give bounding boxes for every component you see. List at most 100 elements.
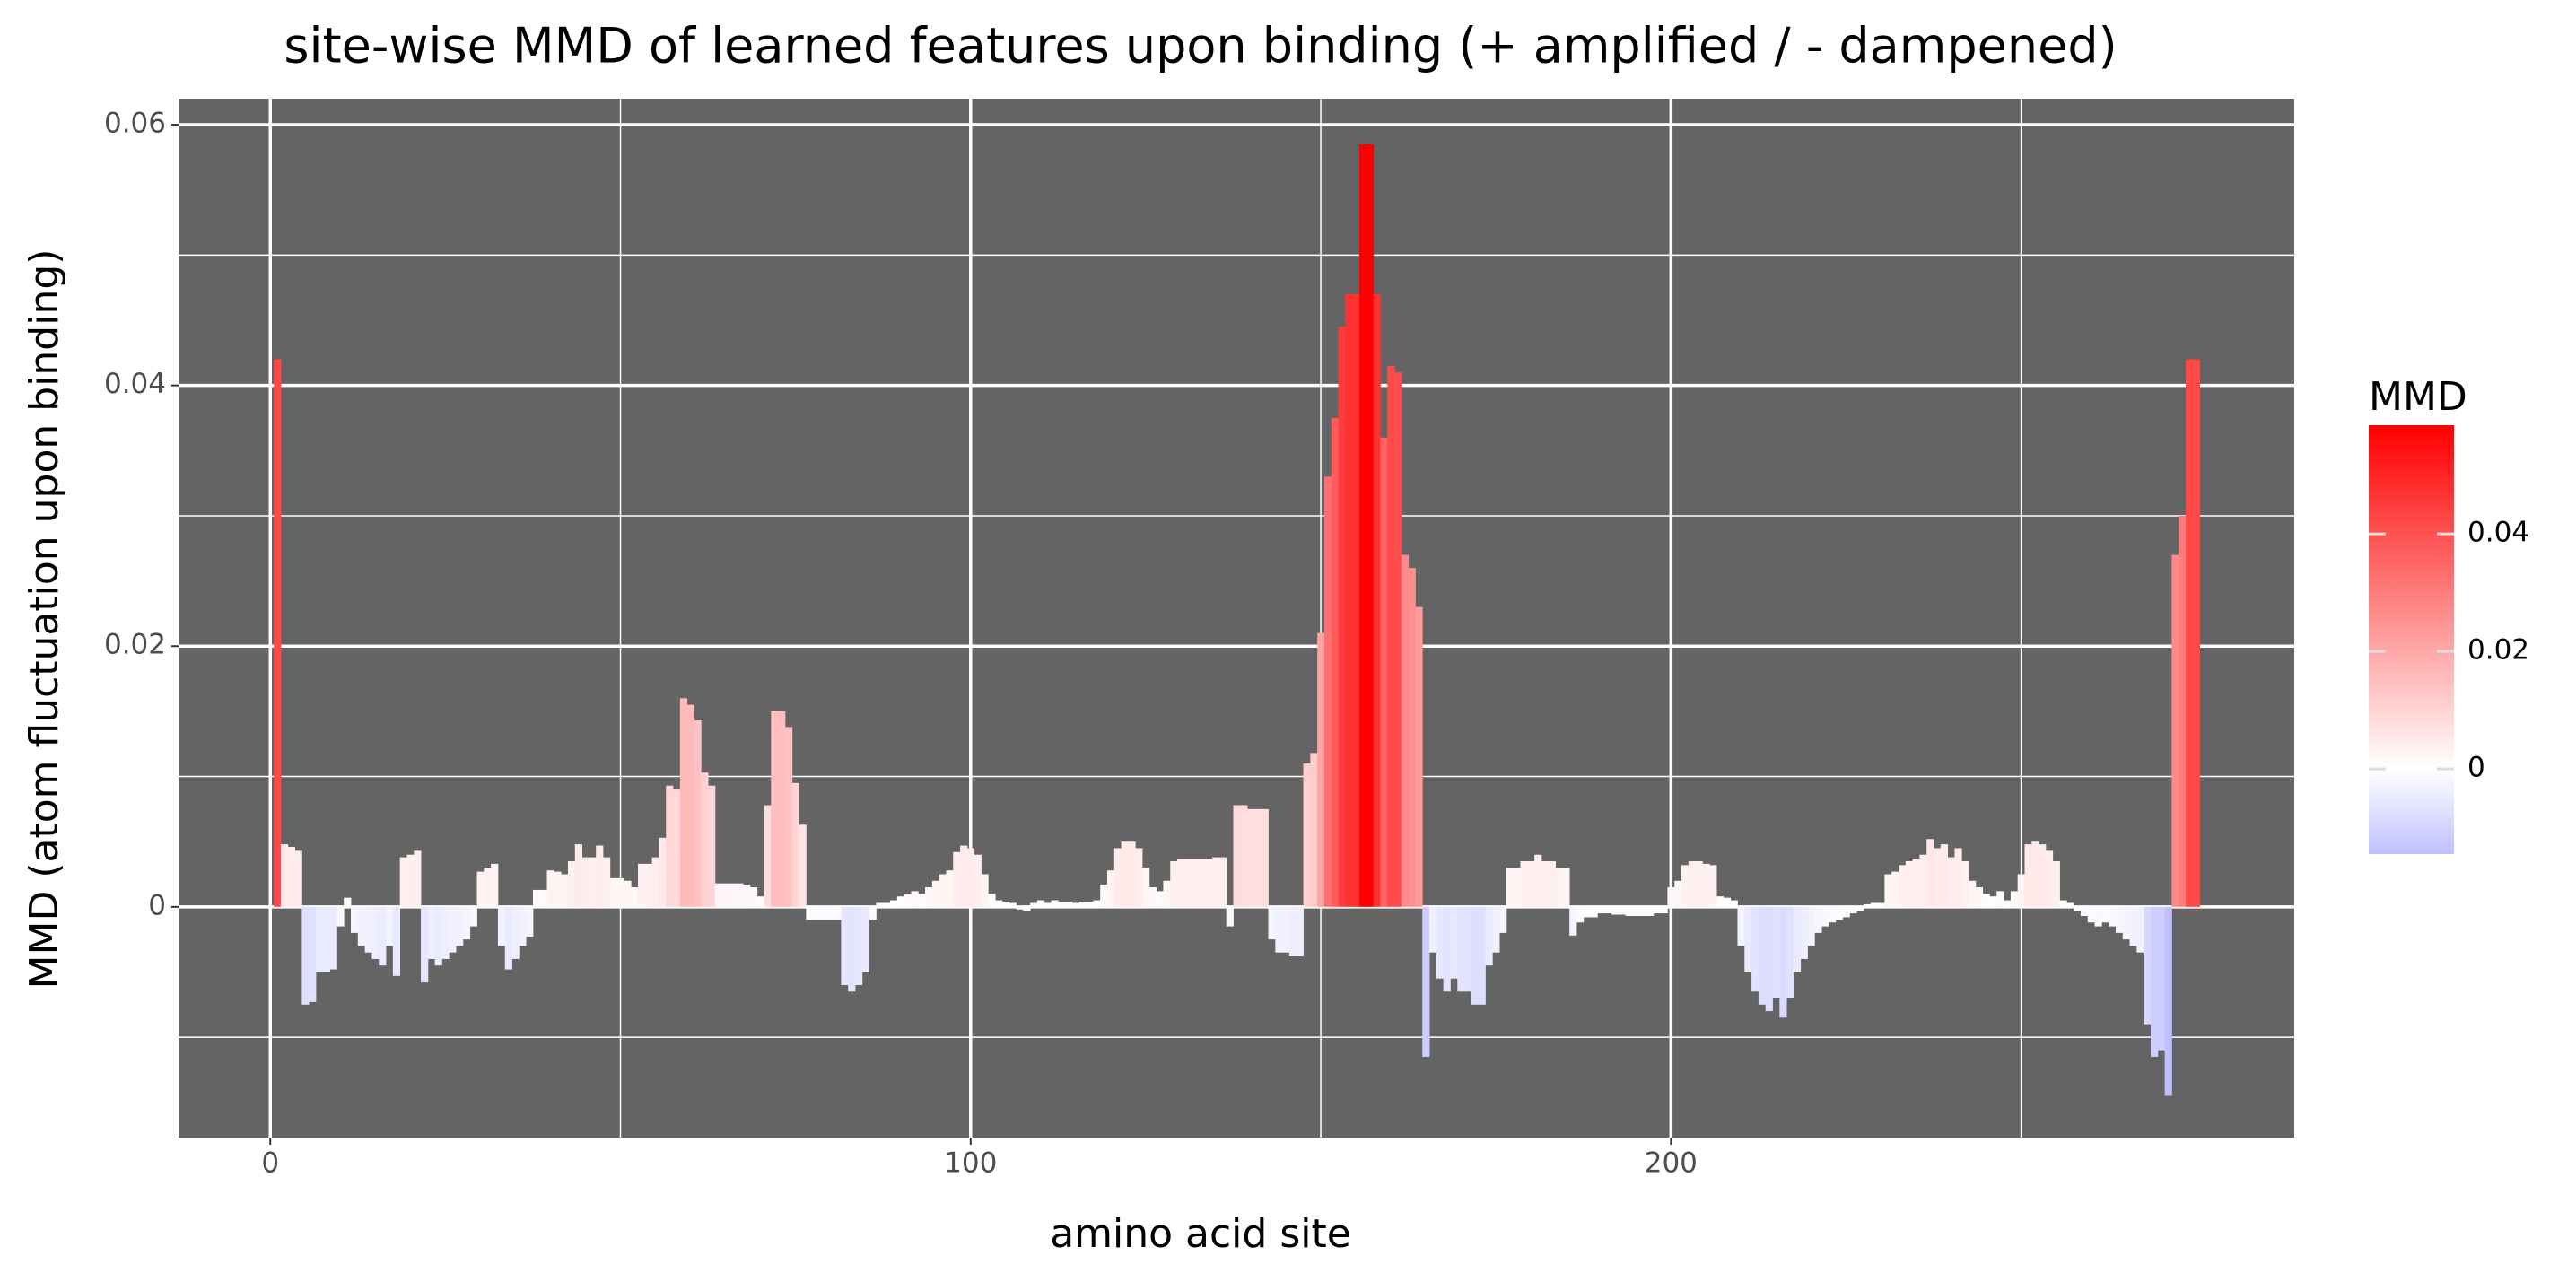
bar [721, 883, 729, 907]
bar [1036, 900, 1045, 907]
bar [519, 906, 527, 946]
bar [1113, 848, 1122, 907]
bar [1380, 437, 1388, 907]
bar [1506, 868, 1515, 907]
bar [1043, 902, 1052, 907]
bar [357, 906, 366, 946]
bar [1730, 900, 1738, 907]
bar [1982, 894, 1990, 907]
bar [616, 877, 624, 907]
bar [819, 906, 828, 920]
bar [799, 824, 807, 907]
bar [946, 870, 954, 907]
bar [1212, 857, 1220, 907]
bar [1191, 859, 1199, 907]
bar [2192, 359, 2201, 907]
bar [701, 772, 709, 907]
bar [791, 782, 799, 907]
bar [567, 860, 576, 907]
bar [609, 877, 618, 907]
bar [1198, 859, 1206, 907]
bar [883, 902, 891, 907]
bar [848, 906, 856, 992]
bar [336, 906, 345, 927]
bar [1156, 891, 1164, 907]
bar [854, 906, 863, 986]
bar [1597, 906, 1605, 914]
bar [995, 900, 1003, 907]
bar [1940, 844, 1949, 907]
bar [778, 711, 786, 907]
bar [1905, 860, 1914, 907]
bar [1961, 860, 1969, 907]
bar [1744, 906, 1752, 972]
bar [1352, 293, 1360, 907]
bar [1856, 906, 1864, 911]
bar [918, 894, 926, 907]
bar [1401, 554, 1410, 907]
bar [421, 906, 429, 983]
bar [1716, 896, 1725, 907]
bar [1926, 839, 1934, 907]
bar [469, 906, 477, 927]
bar [1218, 857, 1227, 907]
bar [1793, 906, 1802, 972]
bar [2179, 515, 2187, 907]
bar [743, 885, 751, 907]
y-tick-label: 0.04 [104, 368, 166, 400]
bar [511, 906, 520, 959]
bar [1590, 906, 1598, 918]
bar [301, 906, 310, 1005]
bar [371, 906, 380, 959]
bar [666, 785, 674, 907]
bar [414, 850, 422, 907]
bar [1541, 860, 1550, 907]
bar [2004, 900, 2012, 907]
bar [1912, 859, 1920, 907]
bar [1681, 865, 1690, 907]
bar [1100, 885, 1108, 907]
bar [1884, 874, 1892, 907]
bar [1373, 293, 1381, 907]
bar [1814, 906, 1822, 933]
bar [1317, 632, 1325, 907]
bar [392, 906, 401, 976]
bar [2115, 906, 2124, 933]
bar [1779, 906, 1787, 1018]
bar [596, 845, 604, 907]
bar [1310, 753, 1318, 907]
bar [1177, 859, 1185, 907]
bar [2129, 906, 2137, 946]
bar [736, 883, 744, 907]
bar [1163, 880, 1171, 907]
bar [1737, 906, 1745, 946]
bar [2186, 359, 2194, 907]
bar [644, 863, 653, 907]
bar [1667, 887, 1675, 907]
bar [581, 857, 589, 907]
bar [1576, 906, 1585, 923]
bar [686, 704, 694, 907]
bar [756, 896, 764, 907]
bar [784, 727, 793, 907]
bar [1323, 476, 1332, 907]
legend-colorbar [2369, 425, 2454, 854]
bar [988, 894, 996, 907]
bar [953, 851, 961, 907]
bar [1898, 865, 1907, 907]
bar [764, 805, 772, 907]
bar [449, 906, 457, 953]
bar [826, 906, 834, 920]
bar [379, 906, 387, 966]
bar [1121, 841, 1129, 907]
bar [1366, 144, 1374, 907]
bar [1051, 900, 1059, 907]
bar [771, 711, 779, 907]
legend-tick-label: 0.04 [2467, 517, 2529, 549]
bar [966, 848, 975, 907]
bar [714, 883, 723, 907]
bar [561, 874, 569, 907]
bar [2150, 906, 2159, 1057]
x-tick-label: 100 [944, 1147, 997, 1180]
bar [1548, 860, 1556, 907]
